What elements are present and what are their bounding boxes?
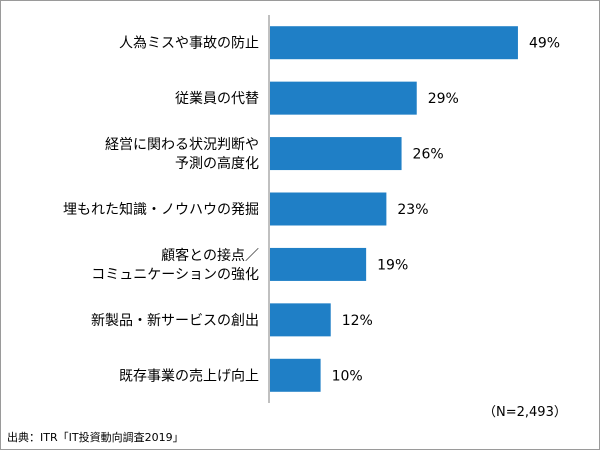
category-label-2-line-0: 経営に関わる状況判断や (105, 137, 259, 153)
category-label-3-line-0: 埋もれた知識・ノウハウの発掘 (63, 201, 259, 218)
category-label-2: 経営に関わる状況判断や予測の高度化 (105, 137, 259, 172)
category-label-2-line-1: 予測の高度化 (175, 155, 259, 172)
value-label-5: 12% (342, 313, 373, 329)
sample-size-note: （N=2,493） (483, 405, 567, 420)
category-label-1-line-0: 従業員の代替 (175, 91, 259, 107)
category-label-0: 人為ミスや事故の防止 (119, 36, 259, 52)
bar-4 (270, 247, 367, 281)
bar-3 (270, 192, 387, 226)
category-label-4-line-0: 顧客との接点／ (161, 247, 259, 264)
bar-6 (270, 358, 321, 392)
category-label-5-line-0: 新製品・新サービスの創出 (91, 313, 259, 329)
value-label-0: 49% (529, 36, 560, 52)
category-label-1: 従業員の代替 (175, 91, 259, 107)
category-label-5: 新製品・新サービスの創出 (91, 313, 259, 329)
bar-5 (270, 303, 331, 337)
category-label-0-line-0: 人為ミスや事故の防止 (119, 36, 259, 52)
value-label-3: 23% (397, 202, 428, 218)
category-label-4-line-1: コミュニケーションの強化 (91, 267, 259, 283)
value-label-1: 29% (428, 91, 459, 107)
category-label-6-line-0: 既存事業の売上げ向上 (119, 368, 259, 384)
bar-0 (270, 26, 518, 60)
category-label-6: 既存事業の売上げ向上 (119, 368, 259, 384)
bar-1 (270, 81, 417, 115)
bar-2 (270, 137, 402, 171)
value-label-4: 19% (377, 257, 408, 273)
value-label-2: 26% (413, 147, 444, 163)
category-label-4: 顧客との接点／ コミュニケーションの強化 (91, 247, 259, 283)
source-note: 出典：ITR「IT投資動向調査2019」 (7, 431, 184, 444)
value-label-6: 10% (332, 368, 363, 384)
category-label-3: 埋もれた知識・ノウハウの発掘 (63, 201, 259, 218)
